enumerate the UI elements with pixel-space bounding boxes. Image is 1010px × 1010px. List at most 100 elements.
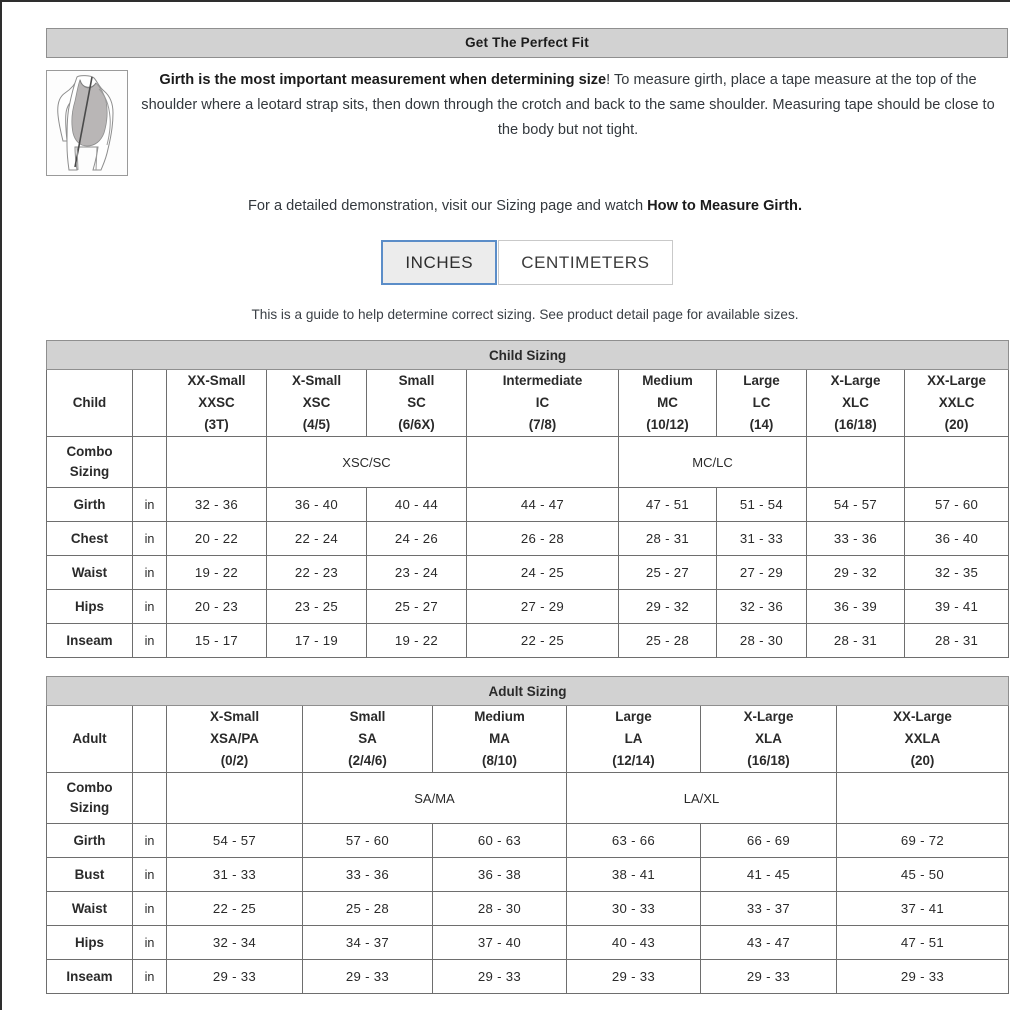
- adult-sizing-table: Adult Sizing Adult X-Small XSA/PA (0/2) Small…: [46, 676, 1009, 994]
- adult-hips-xsa-pa: 32 - 34: [166, 925, 303, 960]
- child-chest-ic: 26 - 28: [466, 521, 619, 556]
- child-col-head-sc: Small SC (6/6X): [366, 369, 467, 437]
- child-chest-xxlc: 36 - 40: [903, 521, 1010, 556]
- adult-bust-xla: 41 - 45: [700, 857, 837, 892]
- adult-row-unit-bust: in: [132, 857, 167, 892]
- adult-row-girth: Girth in 54 - 57 57 - 60 60 - 63 63 - 66 66 - …: [46, 823, 1009, 858]
- child-combo-cell-0: [166, 436, 267, 488]
- child-girth-xsc: 36 - 40: [266, 487, 367, 522]
- adult-hips-xla: 43 - 47: [700, 925, 837, 960]
- adult-waist-sa: 25 - 28: [302, 891, 433, 926]
- child-waist-sc: 23 - 24: [366, 555, 467, 590]
- child-row-unit-waist: in: [132, 555, 167, 590]
- child-inseam-lc: 28 - 30: [716, 623, 807, 658]
- adult-bust-xxla: 45 - 50: [836, 857, 1009, 892]
- child-row-label-waist: Waist: [46, 555, 133, 590]
- child-waist-xxsc: 19 - 22: [166, 555, 267, 590]
- child-inseam-mc: 25 - 28: [618, 623, 717, 658]
- adult-row-label-inseam: Inseam: [46, 959, 133, 994]
- adult-row-bust: Bust in 31 - 33 33 - 36 36 - 38 38 - 41 41 - 4…: [46, 857, 1009, 892]
- adult-girth-la: 63 - 66: [566, 823, 701, 858]
- child-chest-xsc: 22 - 24: [266, 521, 367, 556]
- adult-hips-sa: 34 - 37: [302, 925, 433, 960]
- demo-link-label[interactable]: How to Measure Girth.: [647, 198, 802, 214]
- adult-hips-ma: 37 - 40: [432, 925, 567, 960]
- child-inseam-xxlc: 28 - 31: [903, 623, 1010, 658]
- adult-hips-xxla: 47 - 51: [836, 925, 1009, 960]
- child-row-label-chest: Chest: [46, 521, 133, 556]
- child-waist-ic: 24 - 25: [466, 555, 619, 590]
- adult-title: Adult Sizing: [46, 676, 1009, 706]
- child-row-label-inseam: Inseam: [46, 623, 133, 658]
- child-girth-mc: 47 - 51: [618, 487, 717, 522]
- demo-text: For a detailed demonstration, visit our …: [248, 198, 648, 214]
- child-hips-lc: 32 - 36: [716, 589, 807, 624]
- adult-waist-la: 30 - 33: [566, 891, 701, 926]
- child-col-head-xsc: X-Small XSC (4/5): [266, 369, 367, 437]
- demo-line: For a detailed demonstration, visit our …: [46, 198, 1004, 214]
- child-group-label: Child: [46, 369, 133, 437]
- adult-combo-cell-0: [166, 772, 303, 824]
- adult-girth-sa: 57 - 60: [302, 823, 433, 858]
- child-row-unit-inseam: in: [132, 623, 167, 658]
- adult-row-label-hips: Hips: [46, 925, 133, 960]
- adult-combo-label: Combo Sizing: [46, 772, 133, 824]
- page-title-banner: Get The Perfect Fit: [46, 28, 1008, 58]
- adult-girth-ma: 60 - 63: [432, 823, 567, 858]
- child-row-girth: Girth in 32 - 36 36 - 40 40 - 44 44 - 47 47 - …: [46, 487, 1010, 522]
- child-girth-sc: 40 - 44: [366, 487, 467, 522]
- child-hips-xsc: 23 - 25: [266, 589, 367, 624]
- child-combo-cell-5: [903, 436, 1010, 488]
- guide-note: This is a guide to help determine correc…: [251, 307, 799, 322]
- child-girth-xlc: 54 - 57: [806, 487, 905, 522]
- child-hips-mc: 29 - 32: [618, 589, 717, 624]
- adult-inseam-la: 29 - 33: [566, 959, 701, 994]
- adult-row-label-bust: Bust: [46, 857, 133, 892]
- child-combo-cell-1: XSC/SC: [266, 436, 467, 488]
- child-combo-unit: [132, 436, 167, 488]
- adult-inseam-xla: 29 - 33: [700, 959, 837, 994]
- child-row-label-girth: Girth: [46, 487, 133, 522]
- adult-hips-la: 40 - 43: [566, 925, 701, 960]
- child-col-head-xxlc: XX-Large XXLC (20): [903, 369, 1010, 437]
- adult-row-hips: Hips in 32 - 34 34 - 37 37 - 40 40 - 43 43 - 4…: [46, 925, 1009, 960]
- child-row-hips: Hips in 20 - 23 23 - 25 25 - 27 27 - 29 29 - 3…: [46, 589, 1010, 624]
- adult-waist-ma: 28 - 30: [432, 891, 567, 926]
- unit-toggle-group[interactable]: INCHES CENTIMETERS: [0, 240, 1010, 285]
- adult-waist-xla: 33 - 37: [700, 891, 837, 926]
- adult-row-waist: Waist in 22 - 25 25 - 28 28 - 30 30 - 33 33 - …: [46, 891, 1009, 926]
- adult-row-unit-waist: in: [132, 891, 167, 926]
- adult-col-head-la: Large LA (12/14): [566, 705, 701, 773]
- adult-bust-sa: 33 - 36: [302, 857, 433, 892]
- unit-button-inches[interactable]: INCHES: [381, 240, 498, 285]
- child-chest-xxsc: 20 - 22: [166, 521, 267, 556]
- adult-inseam-xxla: 29 - 33: [836, 959, 1009, 994]
- adult-col-head-xsa-pa: X-Small XSA/PA (0/2): [166, 705, 303, 773]
- child-title-row: Child Sizing: [45, 340, 1010, 370]
- leotard-girth-diagram-icon: [46, 70, 128, 176]
- adult-col-head-ma: Medium MA (8/10): [432, 705, 567, 773]
- child-hips-xlc: 36 - 39: [806, 589, 905, 624]
- child-row-unit-hips: in: [132, 589, 167, 624]
- child-girth-xxsc: 32 - 36: [166, 487, 267, 522]
- child-sizing-table-wrap: Child Sizing Child XX-Small XXSC (3T) X-Small…: [45, 340, 1010, 658]
- child-col-head-ic: Intermediate IC (7/8): [466, 369, 619, 437]
- child-inseam-xlc: 28 - 31: [806, 623, 905, 658]
- child-title: Child Sizing: [45, 340, 1010, 370]
- adult-combo-row: Combo Sizing SA/MA LA/XL: [46, 772, 1009, 824]
- adult-row-inseam: Inseam in 29 - 33 29 - 33 29 - 33 29 - 33 29 -…: [46, 959, 1009, 994]
- unit-button-centimeters[interactable]: CENTIMETERS: [498, 240, 673, 285]
- adult-inseam-sa: 29 - 33: [302, 959, 433, 994]
- adult-row-label-girth: Girth: [46, 823, 133, 858]
- child-hips-xxlc: 39 - 41: [903, 589, 1010, 624]
- child-waist-xsc: 22 - 23: [266, 555, 367, 590]
- child-row-label-hips: Hips: [46, 589, 133, 624]
- child-col-head-lc: Large LC (14): [716, 369, 807, 437]
- adult-bust-ma: 36 - 38: [432, 857, 567, 892]
- adult-inseam-xsa-pa: 29 - 33: [166, 959, 303, 994]
- adult-row-label-waist: Waist: [46, 891, 133, 926]
- child-waist-mc: 25 - 27: [618, 555, 717, 590]
- child-chest-xlc: 33 - 36: [806, 521, 905, 556]
- child-combo-row: Combo Sizing XSC/SC MC/LC: [46, 436, 1010, 488]
